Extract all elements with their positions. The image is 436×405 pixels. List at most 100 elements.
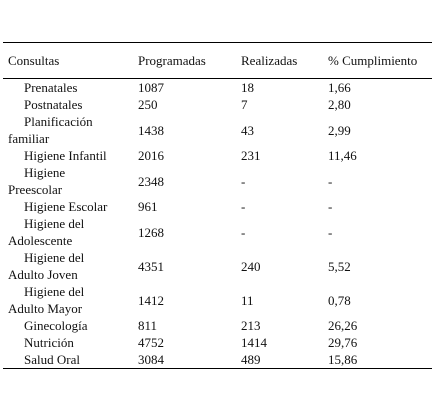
table-cell: 231 bbox=[241, 147, 328, 164]
row-label: Higiene del Adulto Mayor bbox=[8, 284, 85, 316]
table-row: Higiene Escolar 961 - - bbox=[3, 198, 432, 215]
header-text: % Cumplimiento bbox=[328, 53, 418, 68]
row-label: Higiene Preescolar bbox=[8, 165, 66, 197]
row-label: Prenatales bbox=[24, 80, 78, 95]
cell-value: 2,80 bbox=[328, 97, 351, 112]
row-label: Nutrición bbox=[24, 335, 74, 350]
table-row: Higiene del Adulto Mayor 1412 11 0,78 bbox=[3, 283, 432, 317]
table-cell: 18 bbox=[241, 79, 328, 97]
table-cell: 43 bbox=[241, 113, 328, 147]
cell-value: 2016 bbox=[138, 148, 164, 163]
cell-value: 1414 bbox=[241, 335, 267, 350]
table-cell: - bbox=[241, 164, 328, 198]
table-cell: 11 bbox=[241, 283, 328, 317]
cell-value: 489 bbox=[241, 352, 261, 367]
table-cell: 29,76 bbox=[328, 334, 432, 351]
table-cell: Higiene del Adolescente bbox=[3, 215, 138, 249]
cell-value: - bbox=[328, 173, 333, 189]
row-label: Higiene del Adolescente bbox=[8, 216, 85, 248]
table-cell: 2348 bbox=[138, 164, 241, 198]
table-cell: Higiene Escolar bbox=[3, 198, 138, 215]
header-text: Consultas bbox=[8, 53, 60, 68]
table-row: Postnatales 250 7 2,80 bbox=[3, 96, 432, 113]
row-label: Postnatales bbox=[24, 97, 83, 112]
row-label: Planificación familiar bbox=[8, 114, 93, 146]
table-row: Salud Oral 3084 489 15,86 bbox=[3, 351, 432, 369]
table-cell: 26,26 bbox=[328, 317, 432, 334]
cell-value: 26,26 bbox=[328, 318, 358, 333]
table-cell: 2,80 bbox=[328, 96, 432, 113]
cell-value: 11,46 bbox=[328, 148, 357, 163]
cell-value: 811 bbox=[138, 318, 158, 333]
cell-value: 250 bbox=[138, 97, 158, 112]
cell-value: 11 bbox=[241, 292, 254, 308]
table-cell: 1438 bbox=[138, 113, 241, 147]
cell-value: 240 bbox=[241, 258, 261, 274]
header-cell: Consultas bbox=[3, 43, 138, 79]
table-row: Nutrición 4752 1414 29,76 bbox=[3, 334, 432, 351]
cell-value: 1412 bbox=[138, 292, 164, 308]
table-cell: 489 bbox=[241, 351, 328, 369]
cell-value: 961 bbox=[138, 199, 158, 214]
table-row: Higiene Preescolar 2348 - - bbox=[3, 164, 432, 198]
table-cell: Salud Oral bbox=[3, 351, 138, 369]
cell-value: 231 bbox=[241, 148, 261, 163]
cell-value: 4351 bbox=[138, 258, 164, 274]
table-cell: 4351 bbox=[138, 249, 241, 283]
header-row: Consultas Programadas Realizadas % Cumplimi… bbox=[3, 42, 432, 79]
cell-value: 0,78 bbox=[328, 292, 351, 308]
table-cell: Higiene Infantil bbox=[3, 147, 138, 164]
table-cell: 1,66 bbox=[328, 79, 432, 97]
table-cell: 1412 bbox=[138, 283, 241, 317]
table-cell: 1087 bbox=[138, 79, 241, 97]
row-label: Higiene del Adulto Joven bbox=[8, 250, 85, 282]
cell-value: - bbox=[241, 173, 246, 189]
cell-value: - bbox=[241, 224, 246, 240]
table-cell: 240 bbox=[241, 249, 328, 283]
table-cell: Postnatales bbox=[3, 96, 138, 113]
header-text: Programadas bbox=[138, 53, 206, 68]
table-cell: 2,99 bbox=[328, 113, 432, 147]
cell-value: 4752 bbox=[138, 335, 164, 350]
cell-value: 3084 bbox=[138, 352, 164, 367]
table-cell: Nutrición bbox=[3, 334, 138, 351]
table-cell: 2016 bbox=[138, 147, 241, 164]
cell-value: 1087 bbox=[138, 80, 164, 95]
table-cell: 15,86 bbox=[328, 351, 432, 369]
table-cell: - bbox=[328, 164, 432, 198]
cell-value: 2348 bbox=[138, 173, 164, 189]
table-row: Higiene del Adulto Joven 4351 240 5,52 bbox=[3, 249, 432, 283]
header-cell: Programadas bbox=[138, 43, 241, 79]
table-cell: 213 bbox=[241, 317, 328, 334]
table-cell: - bbox=[328, 215, 432, 249]
cell-value: 2,99 bbox=[328, 122, 351, 138]
row-label: Higiene Escolar bbox=[24, 199, 108, 214]
cell-value: 43 bbox=[241, 122, 254, 138]
table-cell: - bbox=[328, 198, 432, 215]
table-cell: 250 bbox=[138, 96, 241, 113]
cell-value: 15,86 bbox=[328, 352, 358, 367]
table-cell: 5,52 bbox=[328, 249, 432, 283]
cell-value: - bbox=[241, 199, 246, 214]
table-cell: 4752 bbox=[138, 334, 241, 351]
cell-value: 213 bbox=[241, 318, 261, 333]
cell-value: - bbox=[328, 224, 333, 240]
header-text: Realizadas bbox=[241, 53, 298, 68]
table-body: Prenatales 1087 18 1,66 Postnatales 250 7 2,80 P… bbox=[3, 79, 432, 369]
cell-value: 18 bbox=[241, 80, 254, 95]
table-cell: 11,46 bbox=[328, 147, 432, 164]
table-cell: Prenatales bbox=[3, 79, 138, 97]
table-cell: - bbox=[241, 215, 328, 249]
cell-value: 1,66 bbox=[328, 80, 351, 95]
cell-value: 1438 bbox=[138, 122, 164, 138]
table-cell: Planificación familiar bbox=[3, 113, 138, 147]
table-cell: Higiene Preescolar bbox=[3, 164, 138, 198]
cell-value: 1268 bbox=[138, 224, 164, 240]
cell-value: 5,52 bbox=[328, 258, 351, 274]
row-label: Salud Oral bbox=[24, 352, 80, 367]
table-cell: 811 bbox=[138, 317, 241, 334]
row-label: Ginecología bbox=[24, 318, 88, 333]
row-label: Higiene Infantil bbox=[24, 148, 107, 163]
header-cell: % Cumplimiento bbox=[328, 43, 432, 79]
